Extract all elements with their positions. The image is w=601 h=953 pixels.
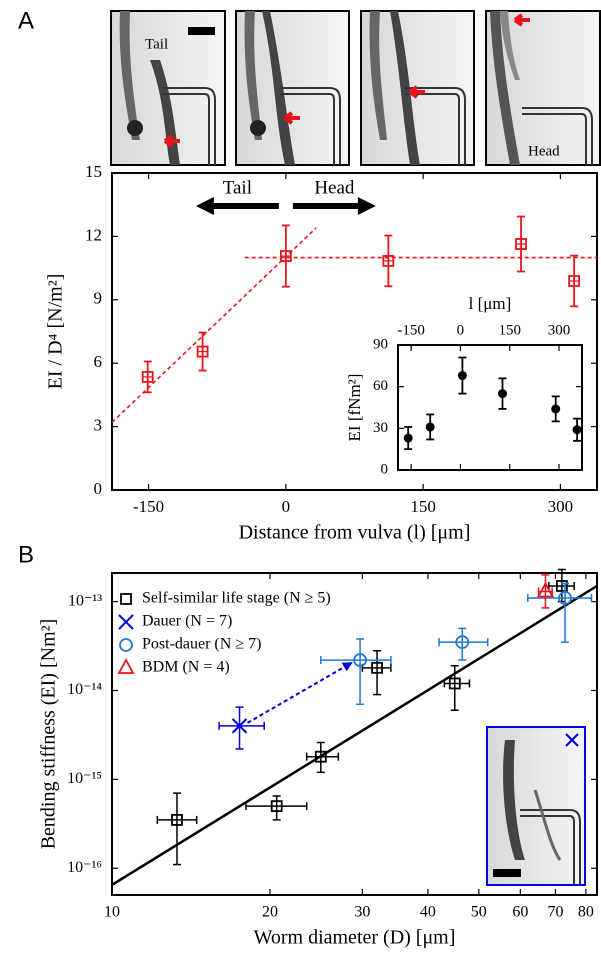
marker: [270, 800, 283, 813]
x-tick-label: 0: [457, 322, 465, 338]
x-tick-label: 30: [354, 904, 370, 921]
legend-label: BDM (N = 4): [142, 659, 230, 676]
y-tick-label: 0: [94, 479, 103, 498]
legend-label: Self-similar life stage (N ≥ 5): [142, 590, 331, 607]
micrograph-strip: [110, 10, 601, 166]
y-tick-label: 90: [373, 336, 388, 352]
x-tick-label: 60: [512, 904, 528, 921]
plot-frame: [111, 172, 598, 491]
x-tick-label: 80: [578, 904, 594, 921]
plot-background: [398, 345, 582, 470]
marker: [119, 638, 133, 652]
legend-label: Dauer (N = 7): [142, 613, 232, 630]
x-tick-label: -150: [133, 497, 164, 516]
x-tick-label: 70: [547, 904, 563, 921]
x-tick-label: 0: [282, 497, 291, 516]
x-tick-label: 300: [548, 322, 571, 338]
marker: [555, 580, 568, 592]
micrograph-label: Tail: [145, 36, 168, 52]
y-tick-label: 10⁻¹⁵: [67, 770, 102, 787]
marker: [457, 371, 467, 381]
y-axis-label: Bending stiffness (EI) [Nm²]: [38, 619, 60, 850]
x-axis-label: Distance from vulva (l) [μm]: [239, 522, 471, 544]
marker: [171, 813, 183, 826]
y-tick-label: 6: [94, 352, 103, 371]
marker: [196, 345, 209, 358]
marker: [425, 422, 435, 432]
plot-frame: [111, 572, 598, 896]
transition-arrow: [247, 662, 353, 724]
marker: [353, 653, 367, 667]
x-tick-label: 40: [420, 904, 436, 921]
marker: [279, 250, 292, 262]
marker: [455, 635, 470, 650]
x-axis-label: l [μm]: [469, 294, 512, 313]
marker: [551, 404, 561, 414]
arrow-label: Head: [314, 177, 355, 198]
fit-line: [111, 584, 598, 886]
marker: [515, 238, 527, 250]
x-tick-label: 10: [104, 904, 120, 921]
y-tick-label: 3: [94, 416, 103, 435]
y-tick-label: 15: [85, 162, 102, 181]
marker: [141, 371, 154, 383]
y-tick-label: 9: [94, 289, 103, 308]
marker: [314, 750, 327, 763]
micrograph-label: Head: [528, 143, 560, 159]
marker: [448, 677, 461, 690]
y-tick-label: 30: [373, 420, 388, 436]
marker: [536, 581, 554, 598]
y-tick-label: 60: [373, 378, 388, 394]
legend-label: Post-dauer (N ≥ 7): [142, 636, 261, 653]
inset-image: [486, 726, 586, 886]
marker: [568, 275, 581, 287]
y-tick-label: 0: [381, 461, 389, 477]
direction-arrow: [195, 197, 279, 215]
marker: [120, 593, 132, 605]
marker: [117, 658, 135, 674]
marker: [382, 255, 395, 267]
marker: [572, 425, 582, 435]
x-tick-label: -150: [397, 322, 425, 338]
x-tick-label: 300: [548, 497, 574, 516]
marker: [118, 614, 134, 630]
y-tick-label: 10⁻¹⁴: [67, 681, 102, 698]
x-tick-label: 150: [498, 322, 521, 338]
direction-arrow: [292, 197, 376, 215]
panel-label: B: [18, 541, 34, 568]
x-tick-label: 50: [471, 904, 487, 921]
marker: [558, 591, 572, 605]
y-tick-label: 10⁻¹³: [68, 592, 102, 609]
y-axis-label: EI [fNm²]: [345, 374, 364, 442]
x-tick-label: 150: [410, 497, 436, 516]
marker: [231, 718, 248, 734]
marker: [497, 389, 507, 399]
x-axis-label: Worm diameter (D) [μm]: [254, 927, 456, 949]
panel-label: A: [18, 7, 34, 34]
y-axis-label: EI / D⁴ [N/m²]: [45, 274, 67, 390]
x-tick-label: 20: [262, 904, 278, 921]
y-tick-label: 10⁻¹⁶: [67, 859, 102, 876]
arrow-label: Tail: [223, 177, 252, 198]
plot-frame: [397, 344, 583, 471]
marker: [371, 661, 383, 674]
y-tick-label: 12: [85, 225, 102, 244]
marker: [403, 433, 413, 443]
